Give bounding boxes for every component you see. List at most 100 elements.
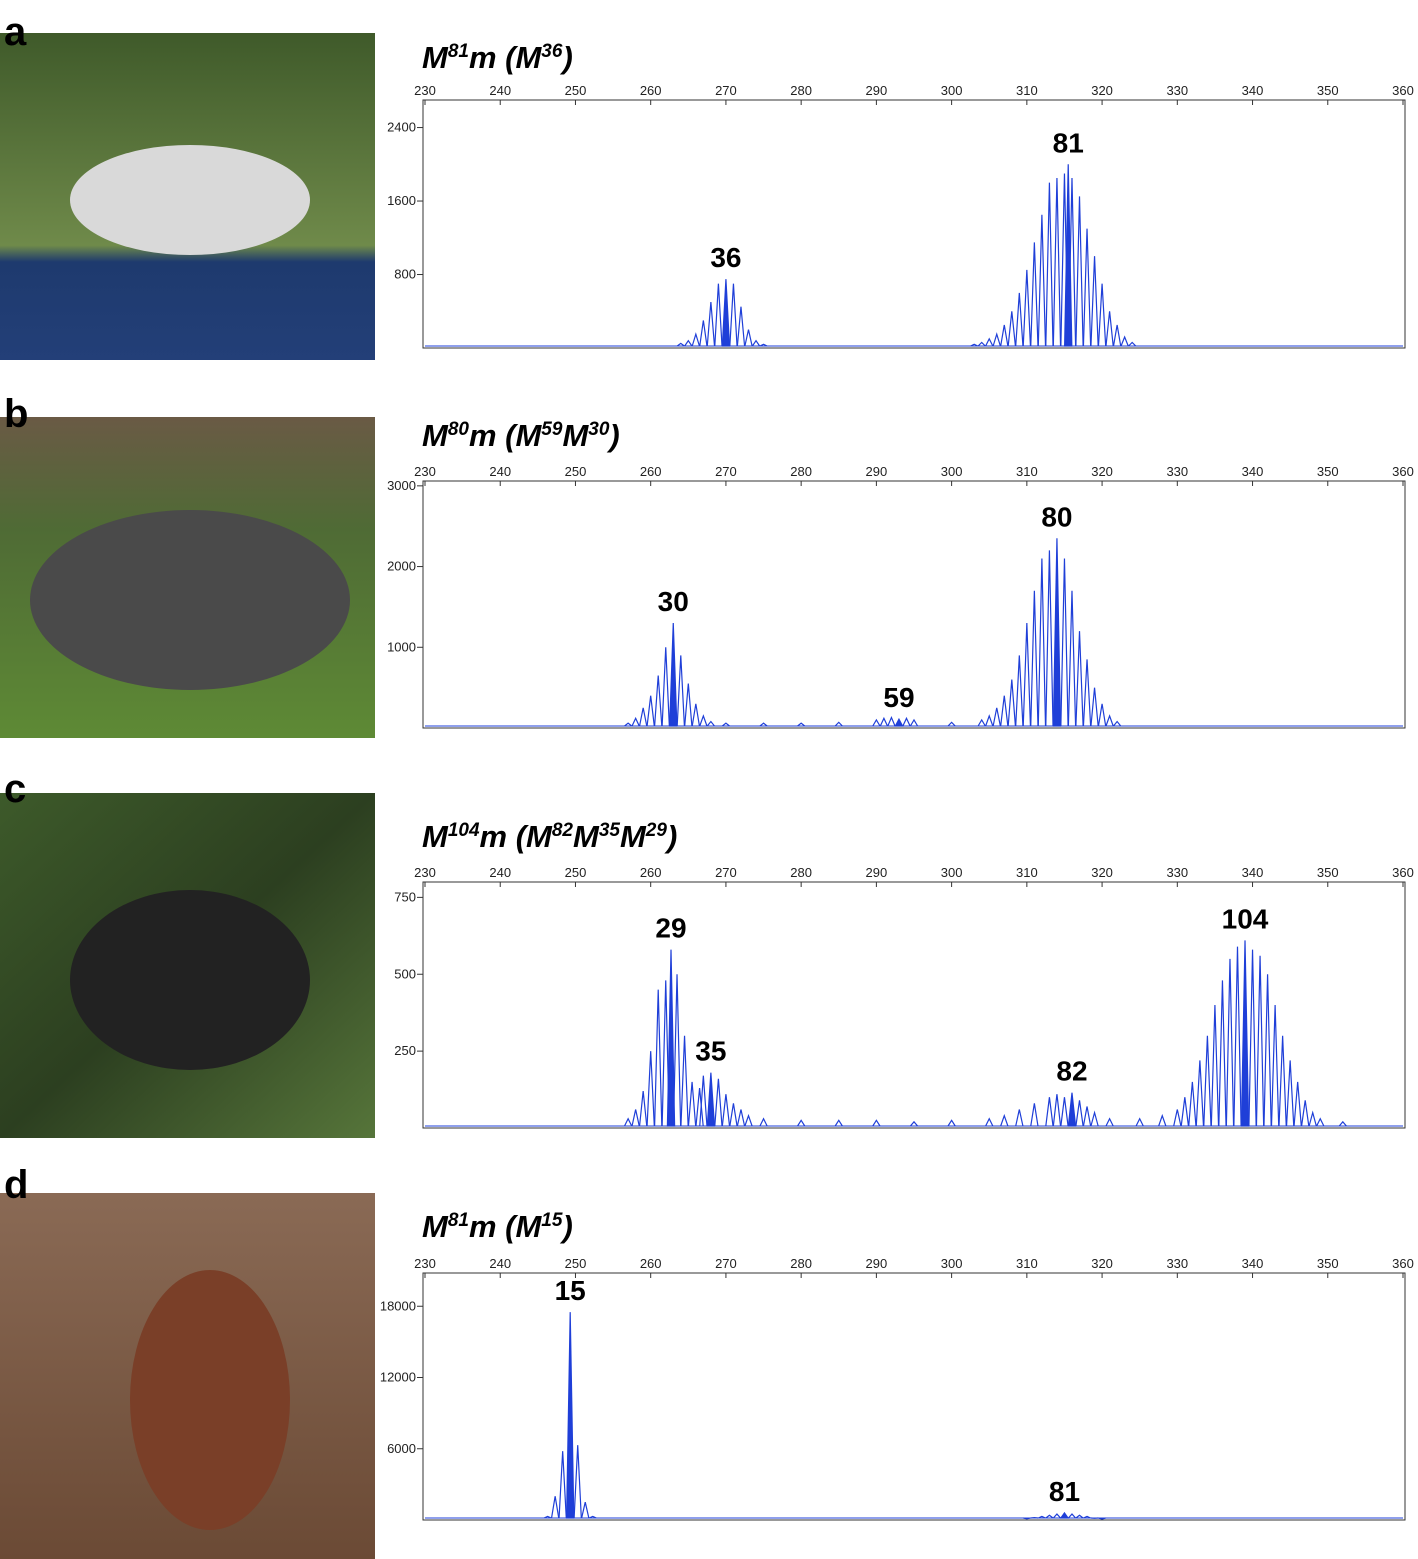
peak xyxy=(985,1117,994,1127)
x-tick-label: 280 xyxy=(790,1256,812,1271)
panel-letter: d xyxy=(4,1163,28,1207)
labeled-peak xyxy=(669,623,678,727)
peak xyxy=(706,302,716,347)
x-tick-label: 350 xyxy=(1317,464,1339,479)
peak xyxy=(1195,1060,1205,1127)
y-tick-label: 18000 xyxy=(380,1298,416,1313)
peak xyxy=(631,1109,640,1127)
peak xyxy=(1038,1515,1046,1519)
x-tick-label: 310 xyxy=(1016,865,1038,880)
y-tick-label: 3000 xyxy=(387,478,416,493)
peak xyxy=(1203,1035,1212,1127)
peak xyxy=(543,1515,552,1519)
peak xyxy=(1060,1097,1069,1127)
labeled-peak xyxy=(1067,1092,1077,1127)
title-text: ) xyxy=(606,418,619,453)
peak xyxy=(1052,178,1062,347)
peak xyxy=(623,1117,633,1127)
peak xyxy=(872,1119,881,1127)
peak xyxy=(550,1496,560,1519)
title-superscript: 30 xyxy=(588,419,610,440)
peak xyxy=(1067,1513,1077,1519)
x-tick-label: 290 xyxy=(866,83,888,98)
peak xyxy=(909,718,919,727)
title-text: M xyxy=(422,1209,449,1244)
x-tick-label: 320 xyxy=(1091,865,1113,880)
x-tick-label: 300 xyxy=(941,464,963,479)
peak xyxy=(1173,1109,1182,1127)
x-tick-label: 290 xyxy=(866,464,888,479)
peak xyxy=(672,974,682,1127)
labeled-peak xyxy=(1064,164,1073,347)
peak xyxy=(1098,1517,1106,1520)
peak xyxy=(879,716,889,727)
peak-label: 15 xyxy=(555,1275,586,1306)
peak xyxy=(1255,955,1265,1127)
peak xyxy=(1301,1100,1310,1127)
x-tick-label: 230 xyxy=(414,83,436,98)
title-superscript: 29 xyxy=(645,820,668,841)
peak xyxy=(638,1091,648,1127)
title-superscript: 35 xyxy=(599,820,621,841)
peak xyxy=(1015,655,1024,727)
x-tick-label: 250 xyxy=(565,865,587,880)
labeled-peak xyxy=(1052,538,1062,727)
peak xyxy=(887,715,896,727)
x-tick-label: 250 xyxy=(565,83,587,98)
peak xyxy=(1067,590,1077,727)
peak xyxy=(1022,269,1032,347)
peak xyxy=(1000,1113,1009,1127)
peak xyxy=(751,339,761,347)
peak xyxy=(695,1087,704,1127)
peak xyxy=(834,721,843,727)
peak xyxy=(797,722,806,727)
peak xyxy=(1045,1514,1054,1519)
title-superscript: 59 xyxy=(541,419,563,440)
peak xyxy=(1225,958,1235,1127)
peak xyxy=(1045,1097,1054,1127)
peak-label: 30 xyxy=(658,586,689,617)
peak xyxy=(729,1103,738,1127)
x-tick-label: 330 xyxy=(1166,1256,1188,1271)
title-text: m (M xyxy=(480,819,554,854)
peak xyxy=(721,1094,731,1127)
photo-subject xyxy=(30,510,350,690)
plot-frame xyxy=(422,480,1406,729)
peak-label: 81 xyxy=(1049,1476,1080,1507)
peak xyxy=(1285,1060,1295,1127)
peak xyxy=(759,343,768,347)
peak xyxy=(691,703,701,727)
x-tick-label: 320 xyxy=(1091,464,1113,479)
peak xyxy=(1015,1109,1024,1127)
peak xyxy=(1278,1035,1287,1127)
peak xyxy=(714,283,723,347)
peak xyxy=(1075,1514,1084,1519)
x-tick-label: 360 xyxy=(1392,464,1414,479)
x-tick-label: 270 xyxy=(715,464,737,479)
peak-label: 35 xyxy=(695,1036,726,1067)
x-tick-label: 300 xyxy=(941,865,963,880)
peak xyxy=(1308,1110,1317,1127)
x-tick-label: 240 xyxy=(489,865,511,880)
panel-letter: c xyxy=(4,767,26,811)
peak xyxy=(661,647,670,727)
x-tick-label: 300 xyxy=(941,1256,963,1271)
title-text: ) xyxy=(559,40,572,75)
title-superscript: 81 xyxy=(448,41,469,62)
peak xyxy=(687,1081,697,1127)
title-text: M xyxy=(562,418,589,453)
labeled-peak xyxy=(894,717,904,727)
x-tick-label: 260 xyxy=(640,1256,662,1271)
labeled-peak xyxy=(721,279,731,347)
peak xyxy=(759,1117,768,1127)
y-tick-label: 12000 xyxy=(380,1370,416,1385)
peak xyxy=(1030,242,1039,347)
title-superscript: 80 xyxy=(448,419,470,440)
title-text: M xyxy=(422,418,449,453)
peak xyxy=(1000,324,1009,347)
title-text: M xyxy=(620,819,647,854)
x-tick-label: 260 xyxy=(640,464,662,479)
peak xyxy=(1210,1004,1220,1127)
labeled-peak xyxy=(565,1312,575,1519)
photo-subject xyxy=(70,890,310,1070)
